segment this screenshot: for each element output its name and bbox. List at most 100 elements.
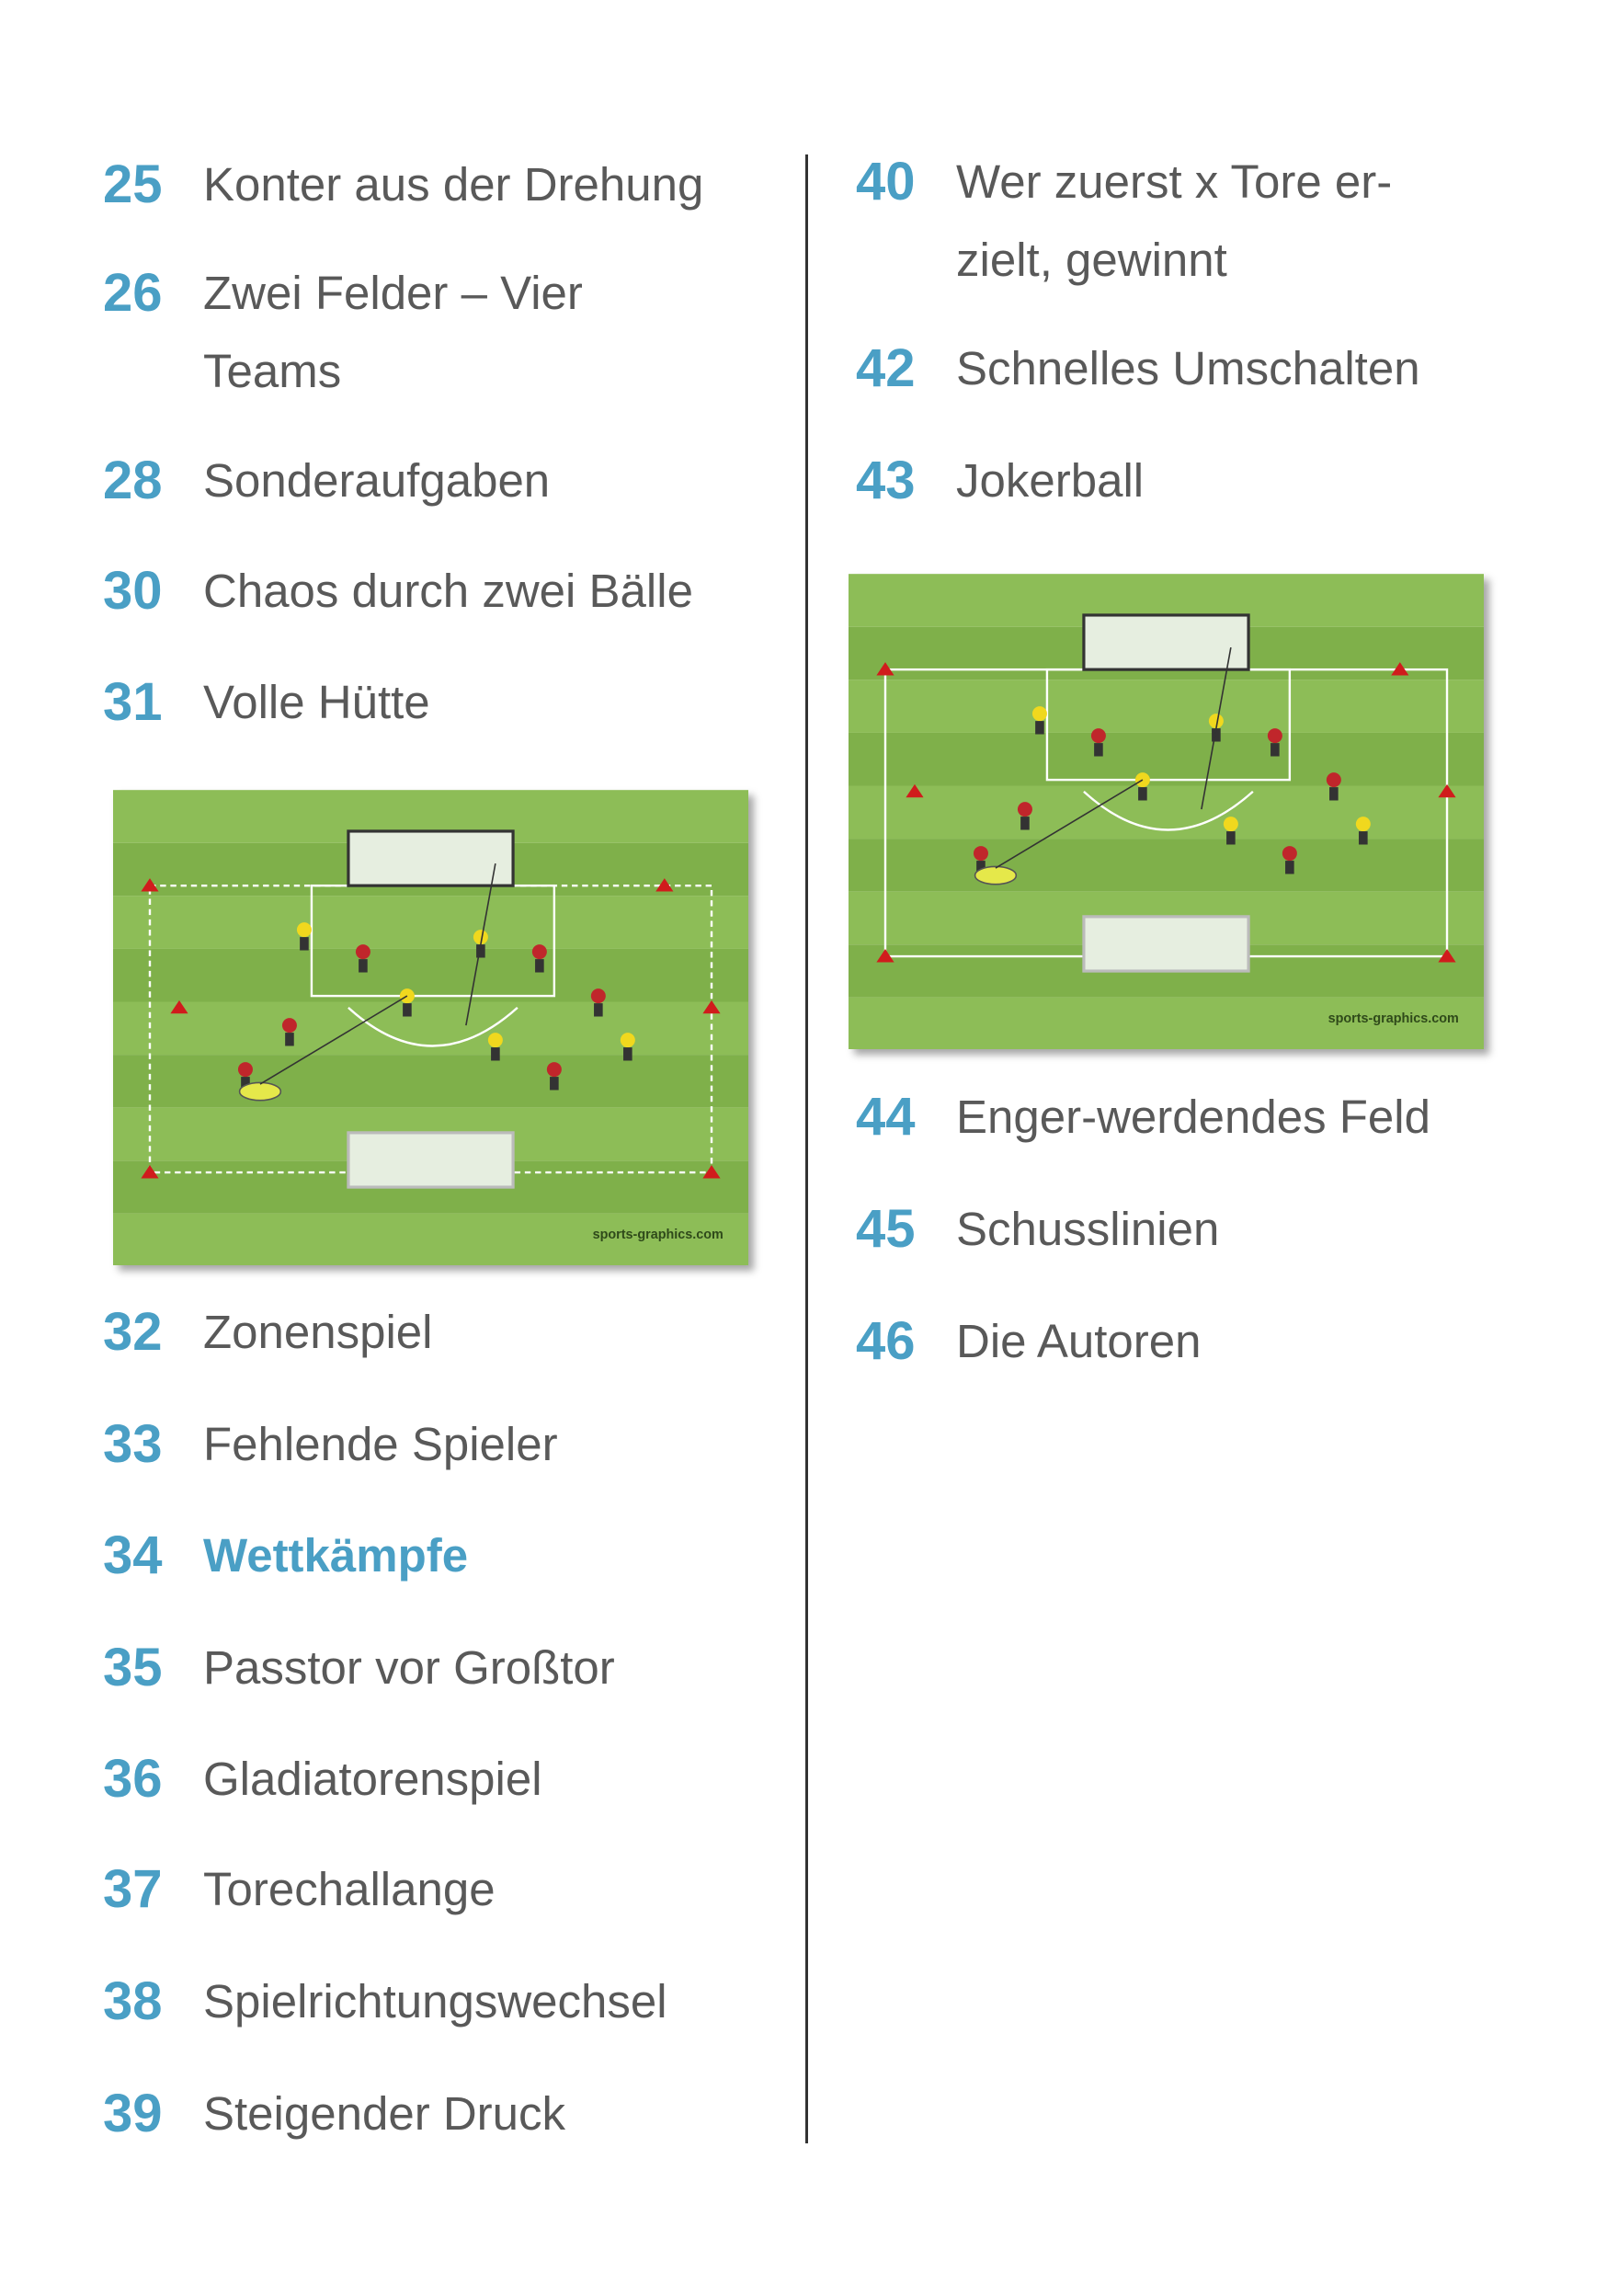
player-legs [476,944,485,958]
player-legs [1035,721,1044,735]
player-legs [285,1033,294,1046]
cone [655,878,674,892]
page-number: 43 [856,451,916,510]
entry-title: Enger-werdendes Feld [956,1091,1430,1143]
player-legs [976,861,986,874]
player [296,922,312,938]
entry-title: Passtor vor Großtor [203,1641,615,1694]
player-legs [623,1047,632,1061]
entry-title: Schnelles Umschalten [956,342,1420,394]
player-legs [1226,831,1236,845]
player [473,930,488,945]
player [487,1033,503,1048]
page-number: 31 [103,672,163,732]
grass-stripe [849,732,1484,786]
page-number: 46 [856,1311,916,1371]
pass-arrow [259,995,408,1085]
center-arc [1083,791,1254,831]
entry-title: Zonenspiel [203,1306,433,1358]
player [531,944,547,960]
field-diagram: sports-graphics.com [113,790,748,1265]
entry-title: Die Autoren [956,1315,1202,1367]
page-number: 30 [103,561,163,621]
grass-stripe [113,948,748,1002]
player [1031,706,1047,722]
entry-title: Volle Hütte [203,676,430,728]
entry-title: Gladiatorenspiel [203,1753,542,1805]
entry-title: Chaos durch zwei Bälle [203,565,693,617]
page-number: 28 [103,451,163,510]
page-number: 40 [856,152,916,211]
cone [702,1165,721,1179]
player-legs [359,959,368,973]
player [590,988,606,1004]
player [546,1062,562,1078]
page-number: 45 [856,1199,916,1259]
cone [906,783,924,798]
goal [1082,915,1250,973]
entry-title: Steigender Druck [203,2087,566,2140]
watermark: sports-graphics.com [593,1228,724,1242]
entry-title: Spielrichtungswechsel [203,1975,667,2028]
entry-title: zielt, gewinnt [956,234,1227,286]
player [1090,728,1106,744]
page-number: 36 [103,1749,163,1809]
grass-stripe [113,1213,748,1265]
cone [876,949,894,963]
player [973,846,988,862]
player-legs [1138,787,1147,801]
grass-stripe [849,997,1484,1049]
center-arc [348,1007,518,1047]
entry-title: Zwei Felder – Vier [203,267,583,319]
entry-title: Wettkämpfe [203,1529,469,1582]
cone [702,1000,721,1014]
cone [141,878,159,892]
player [1326,772,1341,788]
entry-title: Konter aus der Drehung [203,158,704,211]
page-number: 42 [856,338,916,398]
player-legs [1285,861,1294,874]
player-legs [300,937,309,951]
entry-title: Jokerball [956,454,1145,507]
highlight-zone [238,1081,282,1102]
player-legs [550,1077,559,1091]
player-legs [535,959,544,973]
page-number: 39 [103,2084,163,2143]
player [1267,728,1282,744]
page-number: 25 [103,154,163,214]
player-legs [1212,728,1221,742]
grass-stripe [113,896,748,949]
player-legs [1270,743,1280,757]
entry-title: Schusslinien [956,1203,1220,1255]
player [237,1062,253,1078]
goal [347,1131,515,1189]
goal [347,829,515,887]
page-number: 34 [103,1525,163,1585]
cone [1438,783,1456,798]
cone [1391,662,1409,676]
watermark: sports-graphics.com [1328,1011,1459,1026]
grass-stripe [849,680,1484,733]
field-diagram: sports-graphics.com [849,574,1484,1049]
grass-stripe [113,1055,748,1108]
player [1017,802,1032,817]
player [1223,817,1238,832]
cone [876,662,894,676]
entry-title: Wer zuerst x Tore er- [956,155,1393,208]
entry-title: Sonderaufgaben [203,454,551,507]
player-legs [491,1047,500,1061]
entry-title: Torechallange [203,1863,496,1915]
highlight-zone [974,865,1018,885]
player [1282,846,1297,862]
page-number: 33 [103,1414,163,1474]
player [1208,714,1224,729]
page-number: 32 [103,1302,163,1362]
pass-arrow [995,779,1144,869]
cone [141,1165,159,1179]
cone [1438,949,1456,963]
player-legs [594,1003,603,1017]
player-legs [1359,831,1368,845]
entry-title: Teams [203,345,342,397]
